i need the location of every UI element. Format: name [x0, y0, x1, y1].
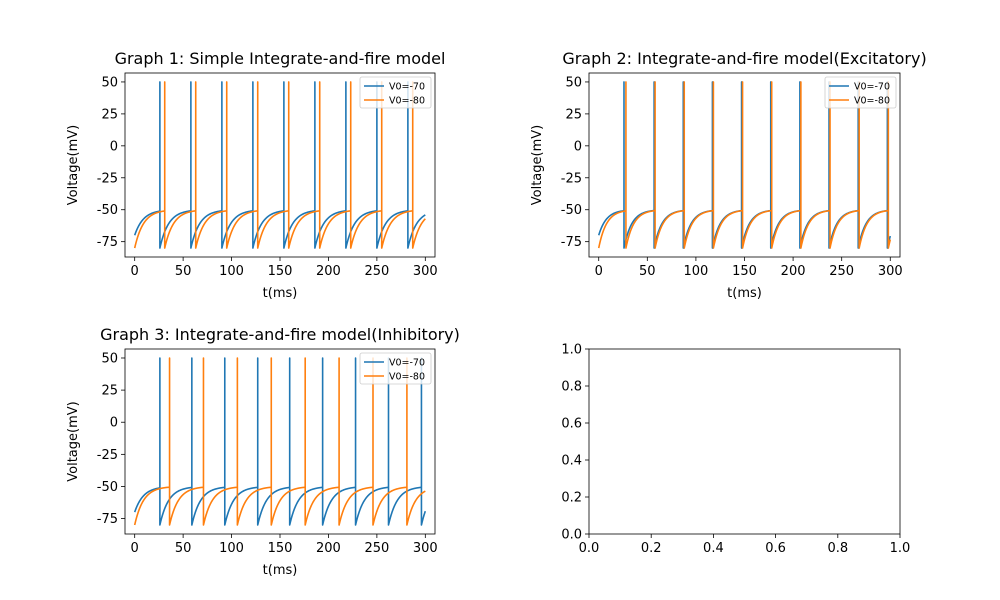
chart-title: Graph 3: Integrate-and-fire model(Inhibi… — [100, 325, 460, 344]
x-tick-label: 50 — [175, 264, 192, 279]
x-axis-label: t(ms) — [263, 563, 298, 578]
x-tick-label: 300 — [413, 541, 438, 556]
legend-label: V0=-70 — [389, 82, 425, 93]
x-tick-label: 200 — [781, 264, 806, 279]
chart-title: Graph 1: Simple Integrate-and-fire model — [115, 49, 446, 68]
series-line-2 — [597, 81, 892, 249]
x-tick-label: 250 — [364, 541, 389, 556]
y-tick-label: -75 — [97, 235, 118, 250]
x-tick-label: 1.0 — [890, 541, 911, 556]
x-tick-label: 0.8 — [827, 541, 848, 556]
series-line-1 — [133, 357, 427, 526]
series-line-2 — [133, 81, 426, 249]
x-tick-label: 200 — [316, 264, 341, 279]
legend: V0=-70 V0=-80 — [359, 352, 432, 385]
y-tick-label: 25 — [565, 107, 582, 122]
y-axis-label: Voltage(mV) — [66, 401, 81, 481]
legend: V0=-70 V0=-80 — [359, 76, 432, 109]
x-tick-label: 300 — [878, 264, 903, 279]
x-tick-label: 100 — [219, 264, 244, 279]
y-tick-label: -25 — [561, 171, 582, 186]
y-tick-label: 25 — [101, 384, 118, 399]
x-tick-label: 0.2 — [641, 541, 662, 556]
y-tick-label: 1.0 — [561, 343, 582, 358]
y-tick-label: -75 — [561, 235, 582, 250]
x-axis-label: t(ms) — [263, 286, 298, 301]
series-line-2 — [133, 357, 426, 526]
y-tick-label: 0.6 — [561, 417, 582, 432]
y-tick-label: -50 — [97, 480, 118, 495]
subplot-4: 0.0 0.2 0.4 0.6 0.8 1.0 0.0 0.2 0.4 0.6 0.8 1.0 — [561, 343, 910, 557]
x-tick-label: 0 — [595, 264, 603, 279]
x-tick-label: 200 — [316, 541, 341, 556]
x-tick-label: 50 — [639, 264, 656, 279]
y-tick-label: 50 — [101, 75, 118, 90]
x-tick-label: 0.6 — [765, 541, 786, 556]
legend-label: V0=-80 — [854, 96, 890, 107]
legend: V0=-70 V0=-80 — [824, 76, 897, 109]
y-axis-label: Voltage(mV) — [66, 125, 81, 205]
x-tick-label: 250 — [829, 264, 854, 279]
y-tick-label: 0.8 — [561, 380, 582, 395]
y-tick-label: 0 — [110, 139, 118, 154]
legend-label: V0=-70 — [854, 82, 890, 93]
legend-label: V0=-80 — [389, 96, 425, 107]
y-tick-label: 0.0 — [561, 528, 582, 543]
y-tick-label: 25 — [101, 107, 118, 122]
y-tick-label: 50 — [101, 351, 118, 366]
x-tick-label: 0.0 — [579, 541, 600, 556]
y-tick-label: -50 — [561, 203, 582, 218]
legend-label: V0=-80 — [389, 372, 425, 383]
x-tick-label: 150 — [268, 264, 293, 279]
x-tick-label: 100 — [683, 264, 708, 279]
axes-frame — [588, 348, 901, 535]
y-axis-label: Voltage(mV) — [530, 125, 545, 205]
x-tick-label: 150 — [268, 541, 293, 556]
x-tick-label: 0 — [131, 541, 139, 556]
y-tick-label: -25 — [97, 448, 118, 463]
x-tick-label: 0 — [131, 264, 139, 279]
y-tick-label: -50 — [97, 203, 118, 218]
y-tick-label: 0 — [110, 416, 118, 431]
y-tick-label: 0 — [574, 139, 582, 154]
x-tick-label: 50 — [175, 541, 192, 556]
x-tick-label: 100 — [219, 541, 244, 556]
x-tick-label: 250 — [364, 264, 389, 279]
y-tick-label: -75 — [97, 512, 118, 527]
legend-label: V0=-70 — [389, 358, 425, 369]
x-axis-label: t(ms) — [727, 286, 762, 301]
x-tick-label: 150 — [732, 264, 757, 279]
y-tick-label: -25 — [97, 171, 118, 186]
x-tick-label: 300 — [413, 264, 438, 279]
x-tick-label: 0.4 — [703, 541, 724, 556]
chart-title: Graph 2: Integrate-and-fire model(Excita… — [562, 49, 926, 68]
y-tick-label: 0.4 — [561, 454, 582, 469]
y-tick-label: 50 — [565, 75, 582, 90]
y-tick-label: 0.2 — [561, 491, 582, 506]
